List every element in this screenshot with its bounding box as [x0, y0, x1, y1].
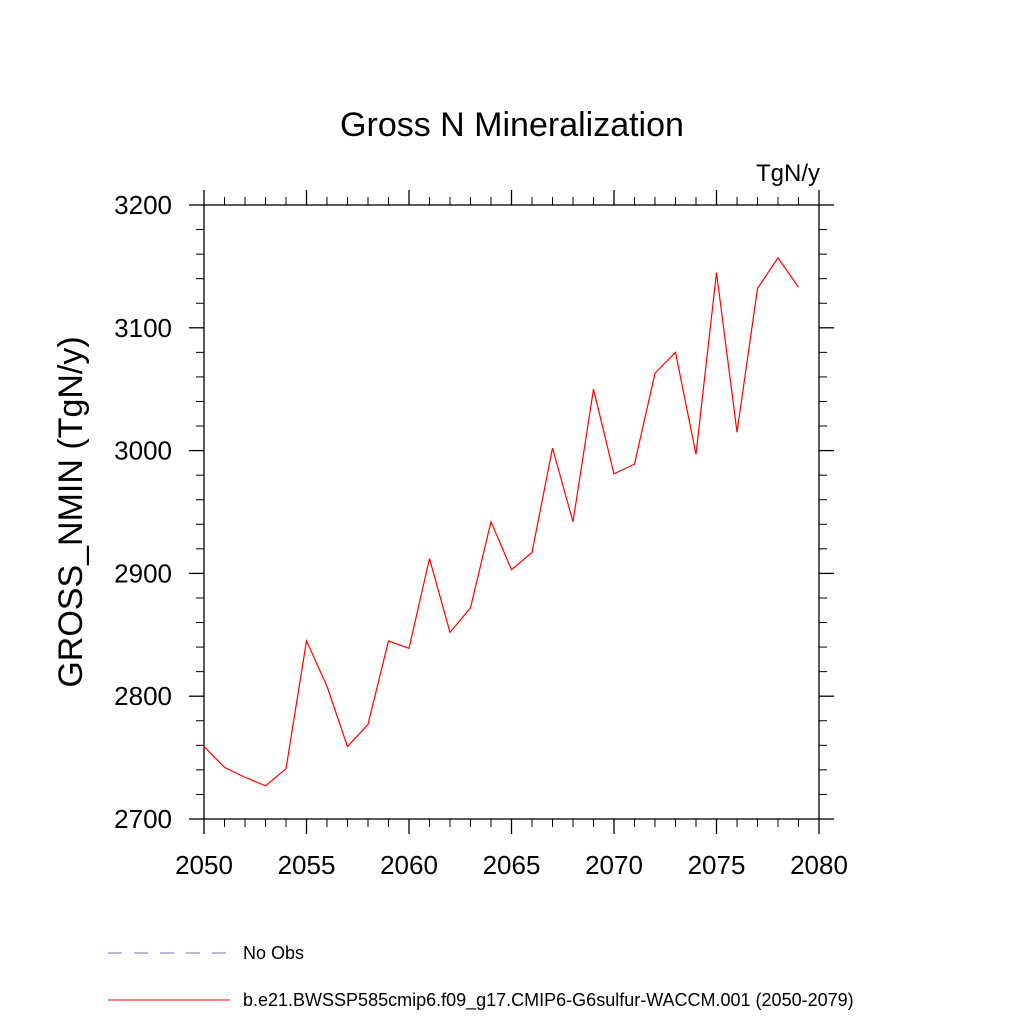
units-label: TgN/y: [756, 160, 820, 187]
x-tick-label: 2060: [380, 850, 438, 880]
y-tick-label: 3200: [114, 190, 172, 220]
series-layer: [203, 256, 799, 787]
y-tick-label: 2900: [114, 558, 172, 588]
chart-title: Gross N Mineralization: [340, 106, 684, 144]
y-tick-label: 3000: [114, 436, 172, 466]
y-tick-label: 2700: [114, 804, 172, 834]
x-tick-labels: 2050 2055 2060 2065 2070 2075 2080: [175, 850, 848, 880]
legend: No Obs b.e21.BWSSP585cmip6.f09_g17.CMIP6…: [108, 943, 854, 1011]
legend-label-series: b.e21.BWSSP585cmip6.f09_g17.CMIP6-G6sulf…: [243, 990, 854, 1011]
minor-ticks: [196, 197, 827, 827]
major-ticks: [189, 190, 834, 834]
x-tick-label: 2050: [175, 850, 233, 880]
series-line: [203, 256, 799, 787]
y-tick-label: 3100: [114, 313, 172, 343]
x-tick-label: 2070: [585, 850, 643, 880]
plot-frame: [203, 204, 820, 820]
x-tick-label: 2075: [688, 850, 746, 880]
x-tick-label: 2080: [790, 850, 848, 880]
y-tick-labels: 2700 2800 2900 3000 3100 3200: [114, 190, 172, 834]
x-tick-label: 2055: [278, 850, 336, 880]
legend-label-no-obs: No Obs: [243, 943, 304, 963]
y-tick-label: 2800: [114, 681, 172, 711]
y-axis-label: GROSS_NMIN (TgN/y): [52, 336, 90, 687]
x-tick-label: 2065: [483, 850, 541, 880]
